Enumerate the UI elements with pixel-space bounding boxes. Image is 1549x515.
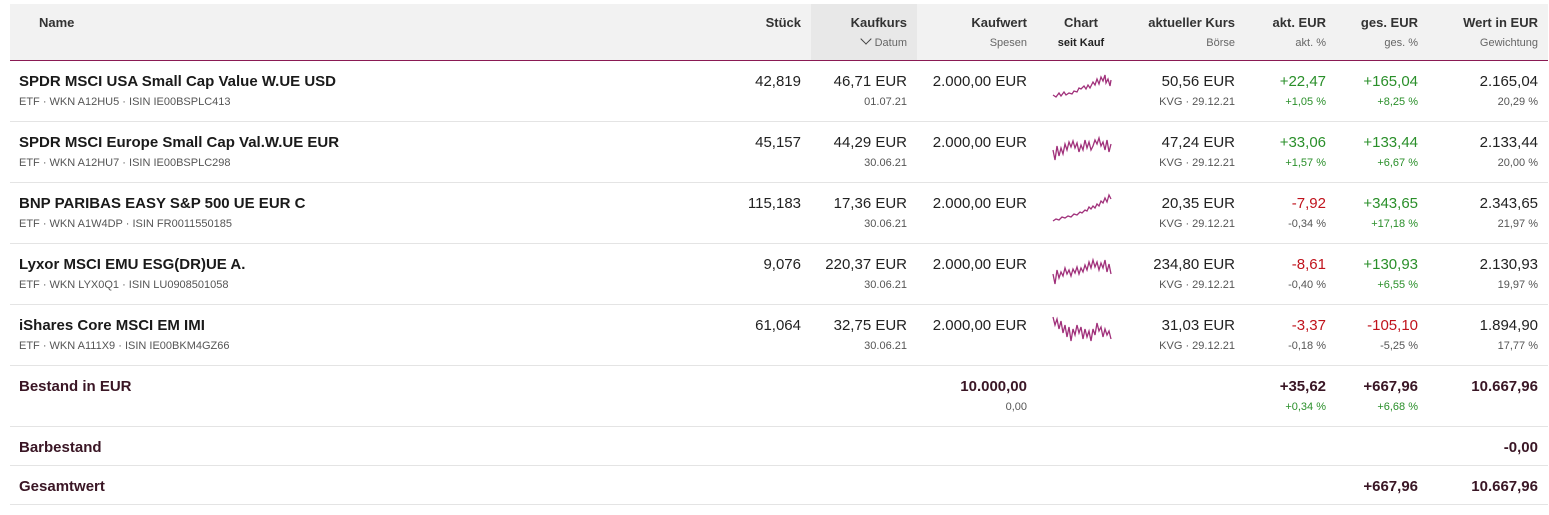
table-row[interactable]: BNP PARIBAS EASY S&P 500 UE EUR C ETF · …	[10, 182, 1548, 243]
bestand-label: Bestand in EUR	[19, 377, 132, 395]
sparkline-cell[interactable]	[1037, 121, 1127, 182]
sparkline-cell[interactable]	[1037, 60, 1127, 121]
position-name-link[interactable]: SPDR MSCI USA Small Cap Value W.UE USD	[19, 72, 337, 90]
kurs-cell: 234,80 EUR KVG · 29.12.21	[1153, 255, 1235, 291]
wert-cell: 2.165,04 20,29 %	[1479, 72, 1538, 108]
position-name-link[interactable]: Lyxor MSCI EMU ESG(DR)UE A.	[19, 255, 246, 273]
column-header-stueck[interactable]: Stück	[765, 15, 801, 30]
position-name-cell: SPDR MSCI Europe Small Cap Val.W.UE EUR …	[10, 121, 710, 182]
position-name-cell: Lyxor MSCI EMU ESG(DR)UE A. ETF · WKN LY…	[10, 243, 710, 304]
table-row[interactable]: SPDR MSCI USA Small Cap Value W.UE USD E…	[10, 60, 1548, 121]
ges-cell: +130,93 +6,55 %	[1363, 255, 1418, 291]
position-name-cell: SPDR MSCI USA Small Cap Value W.UE USD E…	[10, 60, 710, 121]
akt-cell: -8,61 -0,40 %	[1288, 255, 1326, 291]
ges-cell: -105,10 -5,25 %	[1367, 316, 1418, 352]
position-meta: ETF · WKN A111X9 · ISIN IE00BKM4GZ66	[19, 339, 230, 352]
sparkline-line	[1052, 256, 1112, 284]
position-meta: ETF · WKN A1W4DP · ISIN FR0011550185	[19, 217, 232, 230]
column-header-kaufkurs[interactable]: Kaufkurs Datum	[811, 4, 917, 60]
akt-cell: +33,06 +1,57 %	[1279, 133, 1326, 169]
position-meta: ETF · WKN A12HU7 · ISIN IE00BSPLC298	[19, 156, 231, 169]
column-header-kurs[interactable]: aktueller Kurs Börse	[1148, 15, 1235, 49]
position-name-cell: iShares Core MSCI EM IMI ETF · WKN A111X…	[10, 304, 710, 365]
sparkline-chart[interactable]	[1051, 250, 1113, 290]
kaufwert-cell: 2.000,00 EUR	[932, 72, 1027, 90]
gesamtwert-row: Gesamtwert +667,96 10.667,96	[10, 465, 1548, 504]
kurs-cell: 47,24 EUR KVG · 29.12.21	[1159, 133, 1235, 169]
kaufkurs-cell: 32,75 EUR 30.06.21	[833, 316, 907, 352]
barbestand-label: Barbestand	[19, 438, 102, 456]
sparkline-line	[1052, 135, 1112, 160]
column-header-wert[interactable]: Wert in EUR Gewichtung	[1463, 15, 1538, 49]
stueck-cell: 42,819	[755, 72, 801, 90]
kaufkurs-cell: 220,37 EUR 30.06.21	[825, 255, 907, 291]
bestand-kaufwert: 10.000,00 0,00	[960, 377, 1027, 413]
sparkline-chart[interactable]	[1051, 189, 1113, 229]
ges-cell: +165,04 +8,25 %	[1363, 72, 1418, 108]
column-header-name[interactable]: Name	[39, 15, 75, 30]
barbestand-row: Barbestand -0,00	[10, 426, 1548, 465]
sparkline-chart[interactable]	[1051, 311, 1113, 351]
kaufkurs-cell: 44,29 EUR 30.06.21	[833, 133, 907, 169]
position-meta: ETF · WKN LYX0Q1 · ISIN LU0908501058	[19, 278, 229, 291]
portfolio-table: Name Stück Kaufkurs Datum Kaufwert Spese…	[10, 4, 1548, 505]
position-name-link[interactable]: SPDR MSCI Europe Small Cap Val.W.UE EUR	[19, 133, 340, 151]
sparkline-cell[interactable]	[1037, 182, 1127, 243]
stueck-cell: 115,183	[747, 194, 801, 212]
kaufwert-cell: 2.000,00 EUR	[932, 194, 1027, 212]
akt-cell: +22,47 +1,05 %	[1279, 72, 1326, 108]
sparkline-cell[interactable]	[1037, 243, 1127, 304]
bestand-wert: 10.667,96	[1471, 377, 1538, 395]
sparkline-line	[1052, 192, 1112, 222]
wert-cell: 2.130,93 19,97 %	[1479, 255, 1538, 291]
bestand-row: Bestand in EUR 10.000,00 0,00 +35,62 +0,34…	[10, 365, 1548, 426]
column-header-ges[interactable]: ges. EUR ges. %	[1360, 15, 1418, 49]
column-header-akt[interactable]: akt. EUR akt. %	[1272, 15, 1326, 49]
kaufwert-cell: 2.000,00 EUR	[932, 255, 1027, 273]
kaufwert-cell: 2.000,00 EUR	[932, 133, 1027, 151]
position-name-cell: BNP PARIBAS EASY S&P 500 UE EUR C ETF · …	[10, 182, 710, 243]
kaufkurs-cell: 17,36 EUR 30.06.21	[833, 194, 907, 230]
ges-cell: +343,65 +17,18 %	[1363, 194, 1418, 230]
chevron-down-icon	[859, 33, 872, 45]
stueck-cell: 61,064	[755, 316, 801, 334]
position-name-link[interactable]: iShares Core MSCI EM IMI	[19, 316, 205, 334]
stueck-cell: 9,076	[763, 255, 801, 273]
sort-by-datum[interactable]: Datum	[819, 33, 907, 49]
kaufkurs-cell: 46,71 EUR 01.07.21	[833, 72, 907, 108]
sparkline-chart[interactable]	[1051, 128, 1113, 168]
ges-cell: +133,44 +6,67 %	[1363, 133, 1418, 169]
kurs-cell: 20,35 EUR KVG · 29.12.21	[1159, 194, 1235, 230]
table-header-row: Name Stück Kaufkurs Datum Kaufwert Spese…	[10, 4, 1548, 60]
barbestand-wert: -0,00	[1503, 438, 1538, 456]
column-header-kaufwert[interactable]: Kaufwert Spesen	[917, 4, 1037, 60]
table-row[interactable]: Lyxor MSCI EMU ESG(DR)UE A. ETF · WKN LY…	[10, 243, 1548, 304]
position-meta: ETF · WKN A12HU5 · ISIN IE00BSPLC413	[19, 95, 231, 108]
sparkline-line	[1052, 74, 1112, 98]
position-name-link[interactable]: BNP PARIBAS EASY S&P 500 UE EUR C	[19, 194, 306, 212]
kurs-cell: 50,56 EUR KVG · 29.12.21	[1159, 72, 1235, 108]
stueck-cell: 45,157	[755, 133, 801, 151]
bestand-ges: +667,96 +6,68 %	[1363, 377, 1418, 413]
gesamtwert-label: Gesamtwert	[19, 477, 105, 495]
kaufwert-cell: 2.000,00 EUR	[932, 316, 1027, 334]
sparkline-cell[interactable]	[1037, 304, 1127, 365]
gesamtwert-ges: +667,96	[1363, 477, 1418, 495]
sparkline-chart[interactable]	[1051, 67, 1113, 107]
akt-cell: -3,37 -0,18 %	[1288, 316, 1326, 352]
wert-cell: 2.133,44 20,00 %	[1479, 133, 1538, 169]
gesamtwert-wert: 10.667,96	[1471, 477, 1538, 495]
column-header-chart[interactable]: Chart seit Kauf	[1057, 15, 1105, 49]
table-row[interactable]: iShares Core MSCI EM IMI ETF · WKN A111X…	[10, 304, 1548, 365]
table-row[interactable]: SPDR MSCI Europe Small Cap Val.W.UE EUR …	[10, 121, 1548, 182]
kurs-cell: 31,03 EUR KVG · 29.12.21	[1159, 316, 1235, 352]
bestand-akt: +35,62 +0,34 %	[1279, 377, 1326, 413]
wert-cell: 2.343,65 21,97 %	[1479, 194, 1538, 230]
sparkline-line	[1052, 315, 1112, 341]
wert-cell: 1.894,90 17,77 %	[1479, 316, 1538, 352]
akt-cell: -7,92 -0,34 %	[1288, 194, 1326, 230]
